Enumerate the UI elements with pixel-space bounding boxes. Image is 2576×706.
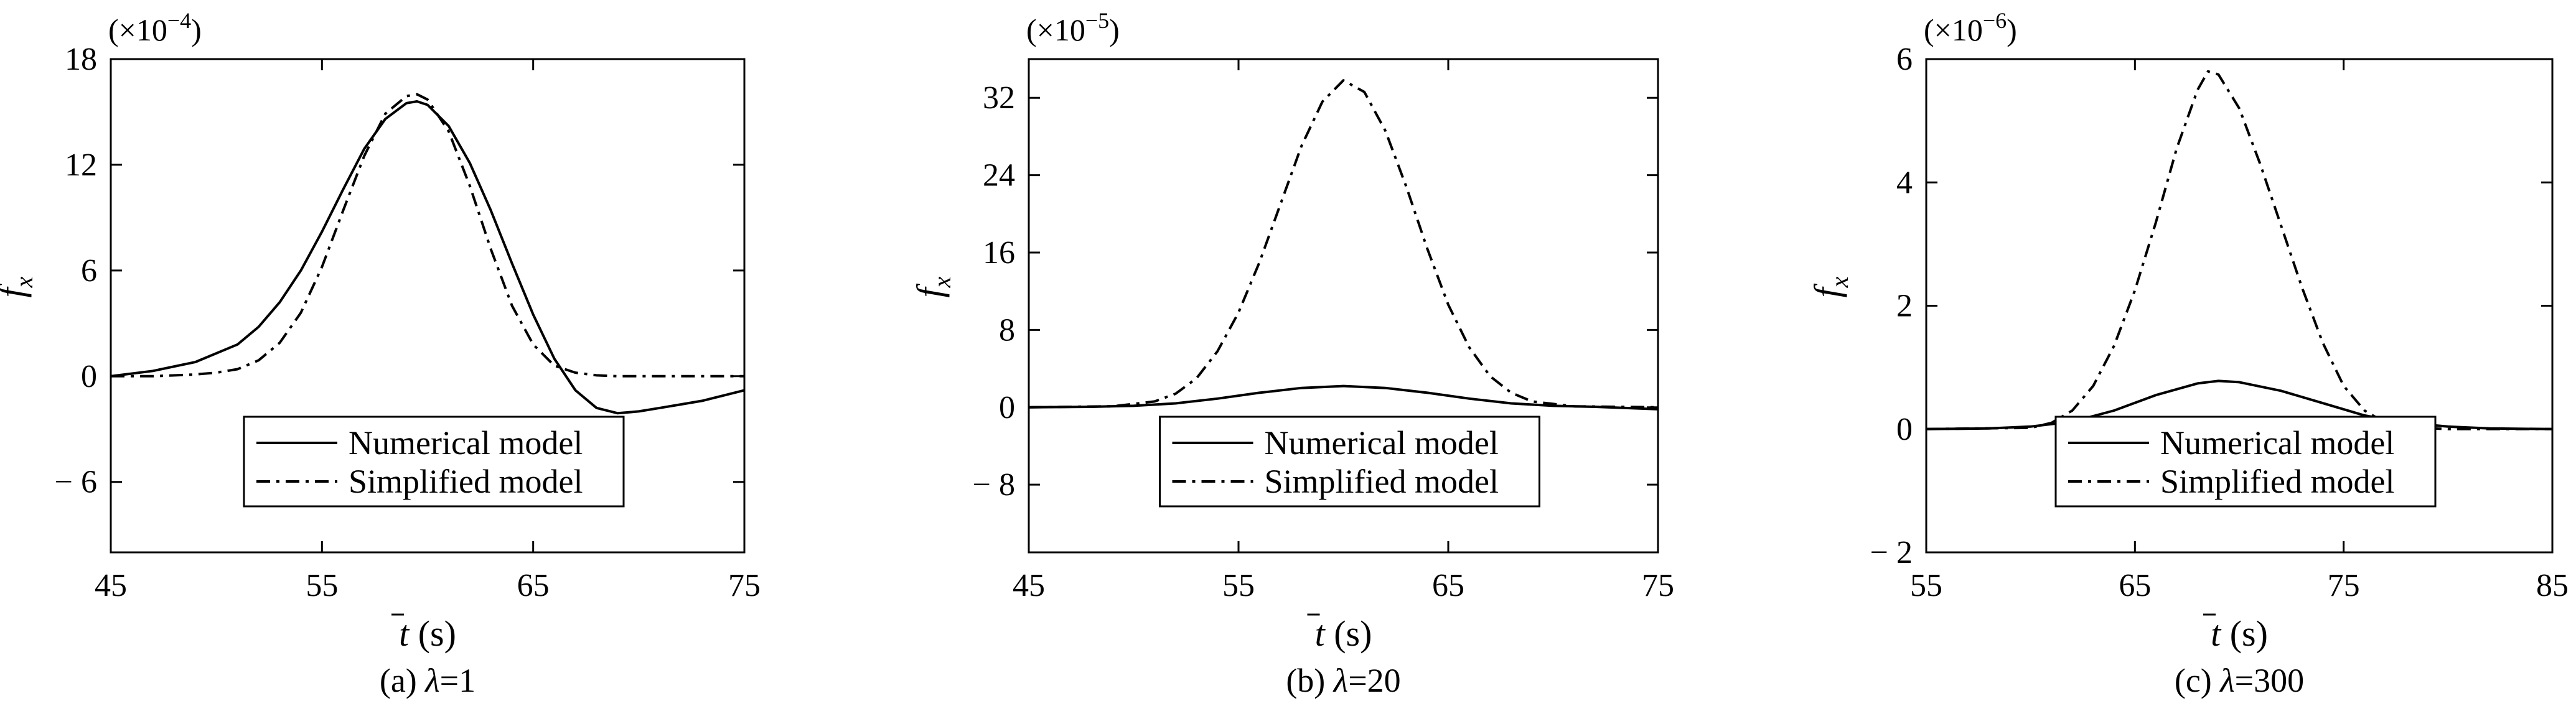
legend-box [243,416,625,508]
series-line-numerical [1029,384,1658,411]
x-tick-label: 45 [1013,568,1045,603]
y-tick-label: 16 [983,235,1015,271]
scale-annotation: (×10−6) [1924,8,2017,47]
series-line-numerical [111,100,744,415]
x-tick-label: 65 [517,568,550,603]
x-axis-symbol: t [1315,613,1326,654]
legend-label: Numerical model [2160,424,2394,462]
x-axis-title: t (s) [399,613,456,654]
scale-close: ) [191,12,202,47]
scale-annotation: (×10−5) [1026,8,1120,47]
caption-value: =20 [1348,662,1400,699]
y-tick-label: 6 [81,253,97,289]
scale-exponent: −4 [167,8,191,33]
panel-caption: (c) λ=300 [2175,662,2304,699]
x-tick-label: 65 [1432,568,1464,603]
y-tick-label: 2 [1896,289,1913,324]
series-group [1926,70,2552,430]
y-axis-subscript: x [928,276,956,288]
y-tick-label: 18 [65,42,97,77]
caption-prefix: (a) [380,662,425,699]
caption-prefix: (b) [1286,662,1333,699]
scale-exponent: −6 [1983,8,2007,33]
y-tick-label: 24 [983,158,1015,193]
scale-close: ) [2007,12,2017,47]
chart-panel-1: 45 55 65 75 − 6 0 6 12 18 (×10−4) fx t (s) (a) λ=1 Nu… [0,8,761,699]
x-axis-title: t (s) [2211,613,2268,654]
x-axis-title: t (s) [1315,613,1372,654]
caption-symbol: λ [1332,662,1348,699]
x-tick-label: 55 [306,568,338,603]
y-tick-label: 0 [81,359,97,394]
x-tick-label: 45 [95,568,127,603]
x-tick-label: 85 [2536,568,2569,603]
x-axis-unit: (s) [418,613,456,654]
y-tick-label: − 6 [55,465,97,500]
y-tick-label: − 2 [1870,535,1913,570]
x-axis-symbol: t [399,613,410,654]
y-axis-subscript: x [10,276,38,288]
x-axis-symbol: t [2211,613,2222,654]
y-axis-title: fx [909,276,956,297]
plot-frame [1028,58,1659,554]
x-tick-label: 75 [728,568,761,603]
caption-symbol: λ [424,662,439,699]
series-line-simplified [1029,79,1658,409]
caption-value: =1 [440,662,475,699]
y-tick-label: 12 [65,147,97,183]
chart-panel-3: 55 65 75 85 − 2 0 2 4 6 (×10−6) fx t (s) (c) λ=300 Nu… [1807,8,2569,699]
legend-box [2054,416,2437,508]
panel-caption: (b) λ=20 [1286,662,1400,699]
y-tick-label: − 8 [973,467,1015,503]
legend-label: Simplified model [2160,463,2394,500]
x-tick-label: 55 [1910,568,1942,603]
y-tick-label: 8 [999,312,1015,348]
scale-close: ) [1109,12,1120,47]
y-axis-subscript: x [1825,276,1853,288]
scale-base: (×10 [1924,12,1983,47]
plot-frame [110,58,746,554]
caption-prefix: (c) [2175,662,2220,699]
caption-value: =300 [2235,662,2304,699]
caption-symbol: λ [2219,662,2234,699]
y-axis-title: fx [1807,276,1853,297]
x-tick-label: 75 [2328,568,2360,603]
legend-label: Numerical model [349,424,583,462]
x-tick-label: 55 [1222,568,1255,603]
series-line-simplified [111,93,744,378]
scale-base: (×10 [1026,12,1085,47]
scale-base: (×10 [108,12,167,47]
y-tick-label: 6 [1896,42,1913,77]
scale-exponent: −5 [1085,8,1109,33]
y-tick-label: 0 [1896,412,1913,447]
series-line-simplified [1926,70,2552,430]
legend-box [1159,416,1540,508]
y-tick-label: 4 [1896,165,1913,200]
legend-label: Simplified model [349,463,583,500]
series-group [111,93,744,415]
x-tick-label: 65 [2119,568,2151,603]
x-axis-unit: (s) [1334,613,1372,654]
scale-annotation: (×10−4) [108,8,202,47]
legend-label: Numerical model [1265,424,1499,462]
y-tick-label: 32 [983,80,1015,116]
panel-caption: (a) λ=1 [380,662,475,699]
legend-label: Simplified model [1265,463,1499,500]
y-tick-label: 0 [999,390,1015,425]
x-tick-label: 75 [1642,568,1674,603]
series-group [1029,79,1658,411]
y-axis-title: fx [0,276,38,297]
x-axis-unit: (s) [2230,613,2268,654]
